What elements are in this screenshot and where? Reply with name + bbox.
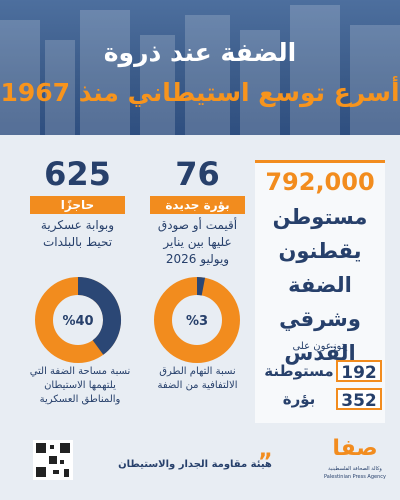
source: هيئة مقاومة الجدار والاستيطان <box>118 459 272 470</box>
item-label: مستوطنة <box>264 362 334 380</box>
header: الضفة عند ذروة أسرع توسع استيطاني منذ 19… <box>0 0 400 135</box>
item-label: بؤرة <box>282 390 316 408</box>
outposts-tag: بؤرة جديدة <box>150 196 245 214</box>
outposts-text: أقيمت أو صودق عليها بين يناير ويوليو 202… <box>157 218 238 266</box>
agency-en: Palestinian Press Agency <box>324 474 386 480</box>
item-number: 352 <box>336 388 382 411</box>
donut-segment <box>196 277 206 296</box>
checkpoints-number: 625 <box>44 155 111 193</box>
settlers-number: 792,000 <box>265 168 375 196</box>
donut-label: %40 <box>62 314 93 329</box>
outposts-number: 76 <box>175 155 220 193</box>
donut-charts: %40 %3 <box>35 277 240 363</box>
chart-caption: نسبة التهام الطرق الالتفافية من الضفة <box>157 366 238 391</box>
title-line1: الضفة عند ذروة <box>103 38 297 67</box>
qr-code <box>33 440 73 480</box>
agency-ar: وكالة الصحافة الفلسطينية <box>328 466 382 472</box>
logo: صفا <box>332 436 378 461</box>
skyline <box>0 5 400 135</box>
item-number: 192 <box>336 360 382 383</box>
checkpoints-tag: حاجزًا <box>30 196 125 214</box>
title-line2: أسرع توسع استيطاني منذ 1967 <box>0 78 400 107</box>
settlers-item: 192 مستوطنة <box>262 360 382 383</box>
donut-label: %3 <box>186 314 208 329</box>
settlers-distributed: يتوزعون على <box>292 341 348 352</box>
quote-icon: ” <box>258 450 273 475</box>
settlers-text: مستوطن يقطنون الضفة وشرقي القدس <box>272 205 368 365</box>
donut-segment <box>77 277 121 355</box>
checkpoints-text: وبوابة عسكرية تحيط بالبلدات <box>40 218 115 249</box>
settlers-item: 352 بؤرة <box>262 388 382 411</box>
chart-caption: نسبة مساحة الضفة التي يلتهمها الاستيطان … <box>29 366 131 405</box>
